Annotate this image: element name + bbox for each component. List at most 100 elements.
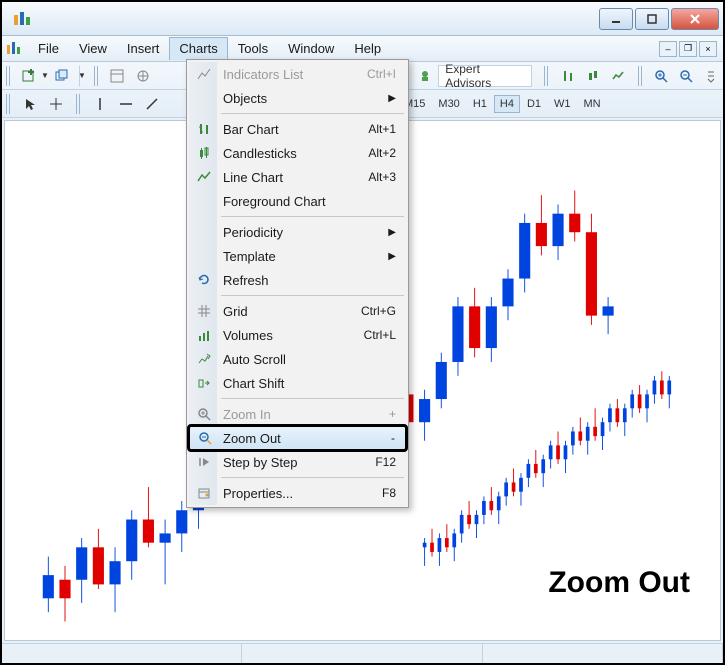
menu-item-label: Indicators List <box>223 67 303 82</box>
menu-shortcut: F8 <box>382 486 396 500</box>
timeframe-h4[interactable]: H4 <box>494 95 520 113</box>
candle-chart-button[interactable] <box>581 65 604 87</box>
toolbar-more-button[interactable] <box>700 65 723 87</box>
zoomin-icon <box>195 405 213 423</box>
menu-item-candlesticks[interactable]: Candlesticks Alt+2 <box>189 141 406 165</box>
minimize-button[interactable] <box>599 8 633 30</box>
menu-view[interactable]: View <box>69 37 117 60</box>
profiles-button[interactable] <box>51 65 80 87</box>
menu-shortcut: Ctrl+I <box>367 67 396 81</box>
trendline-button[interactable] <box>140 93 164 115</box>
shift-icon <box>195 374 213 392</box>
menu-item-label: Periodicity <box>223 225 283 240</box>
charts-menu-dropdown: Indicators List Ctrl+I Objects ▶ Bar Chart Al… <box>186 59 409 508</box>
menu-item-label: Chart Shift <box>223 376 284 391</box>
menu-item-label: Bar Chart <box>223 122 279 137</box>
menu-item-objects[interactable]: Objects ▶ <box>189 86 406 110</box>
dropdown-icon[interactable]: ▼ <box>41 71 49 80</box>
menu-item-periodicity[interactable]: Periodicity ▶ <box>189 220 406 244</box>
line-icon <box>195 168 213 186</box>
zoom-in-button[interactable] <box>650 65 673 87</box>
menu-shortcut: F12 <box>375 455 396 469</box>
menu-shortcut: + <box>389 407 396 421</box>
menu-item-properties[interactable]: Properties... F8 <box>189 481 406 505</box>
step-icon <box>195 453 213 471</box>
menu-separator <box>221 295 404 296</box>
timeframe-d1[interactable]: D1 <box>521 95 547 113</box>
menu-separator <box>221 216 404 217</box>
toolbar-grip-icon[interactable] <box>6 66 12 86</box>
bar-chart-button[interactable] <box>556 65 579 87</box>
mdi-minimize-button[interactable]: – <box>659 41 677 57</box>
menu-tools[interactable]: Tools <box>228 37 278 60</box>
crosshair-button[interactable] <box>44 93 68 115</box>
maximize-button[interactable] <box>635 8 669 30</box>
refresh-icon <box>195 271 213 289</box>
menu-file[interactable]: File <box>28 37 69 60</box>
menu-item-step-by-step[interactable]: Step by Step F12 <box>189 450 406 474</box>
menu-item-label: Step by Step <box>223 455 297 470</box>
mdi-close-button[interactable]: × <box>699 41 717 57</box>
menu-item-label: Candlesticks <box>223 146 297 161</box>
submenu-arrow-icon: ▶ <box>388 227 396 238</box>
menu-item-grid[interactable]: GridCtrl+G <box>189 299 406 323</box>
menu-item-label: Line Chart <box>223 170 283 185</box>
toolbar-grip-icon[interactable] <box>6 94 12 114</box>
timeframe-mn[interactable]: MN <box>578 95 607 113</box>
navigator-button[interactable] <box>131 65 154 87</box>
bar-icon <box>195 120 213 138</box>
menu-item-label: Zoom Out <box>223 431 281 446</box>
menu-item-template[interactable]: Template▶ <box>189 244 406 268</box>
submenu-arrow-icon: ▶ <box>388 251 396 262</box>
menu-item-label: Properties... <box>223 486 293 501</box>
props-icon <box>195 484 213 502</box>
menu-charts[interactable]: Charts <box>169 37 227 60</box>
window-controls <box>599 8 719 30</box>
menu-item-zoom-out[interactable]: Zoom Out - <box>189 426 406 450</box>
vertical-line-button[interactable] <box>88 93 112 115</box>
toolbar-grip-icon[interactable] <box>544 66 550 86</box>
timeframe-h1[interactable]: H1 <box>467 95 493 113</box>
toolbar-grip-icon[interactable] <box>94 66 100 86</box>
zoom-out-button[interactable] <box>675 65 698 87</box>
menu-shortcut: Alt+3 <box>368 170 396 184</box>
zoomout-icon <box>196 429 214 447</box>
market-watch-button[interactable] <box>106 65 129 87</box>
menu-shortcut: Ctrl+G <box>361 304 396 318</box>
toolbar-grip-icon[interactable] <box>638 66 644 86</box>
cursor-button[interactable] <box>18 93 42 115</box>
menu-item-foreground-chart[interactable]: Foreground Chart <box>189 189 406 213</box>
menu-shortcut: Alt+1 <box>368 122 396 136</box>
menu-item-refresh[interactable]: Refresh <box>189 268 406 292</box>
autoscroll-icon <box>195 350 213 368</box>
menu-separator <box>221 113 404 114</box>
new-chart-button[interactable] <box>18 65 41 87</box>
timeframe-m30[interactable]: M30 <box>432 95 465 113</box>
menu-item-auto-scroll[interactable]: Auto Scroll <box>189 347 406 371</box>
menu-window[interactable]: Window <box>278 37 344 60</box>
menu-item-chart-shift[interactable]: Chart Shift <box>189 371 406 395</box>
menu-item-line-chart[interactable]: Line Chart Alt+3 <box>189 165 406 189</box>
submenu-arrow-icon: ▶ <box>388 93 396 104</box>
timeframe-selector: M15M30H1H4D1W1MN <box>398 95 607 113</box>
line-chart-button[interactable] <box>607 65 630 87</box>
dropdown-icon[interactable]: ▼ <box>78 71 86 80</box>
menubar-items: FileViewInsertChartsToolsWindowHelp <box>28 37 391 60</box>
close-button[interactable] <box>671 8 719 30</box>
expert-advisors-button[interactable]: Expert Advisors <box>438 65 532 87</box>
mdi-restore-button[interactable]: ❐ <box>679 41 697 57</box>
menu-help[interactable]: Help <box>344 37 391 60</box>
mdi-controls: – ❐ × <box>659 41 717 57</box>
toolbar-grip-icon[interactable] <box>76 94 82 114</box>
menu-shortcut: - <box>391 431 395 445</box>
menu-item-label: Foreground Chart <box>223 194 326 209</box>
menu-item-bar-chart[interactable]: Bar Chart Alt+1 <box>189 117 406 141</box>
timeframe-w1[interactable]: W1 <box>548 95 577 113</box>
menu-item-volumes[interactable]: VolumesCtrl+L <box>189 323 406 347</box>
menu-shortcut: Ctrl+L <box>364 328 396 342</box>
menu-insert[interactable]: Insert <box>117 37 170 60</box>
menu-shortcut: Alt+2 <box>368 146 396 160</box>
menu-item-label: Objects <box>223 91 267 106</box>
horizontal-line-button[interactable] <box>114 93 138 115</box>
candle-icon <box>195 144 213 162</box>
